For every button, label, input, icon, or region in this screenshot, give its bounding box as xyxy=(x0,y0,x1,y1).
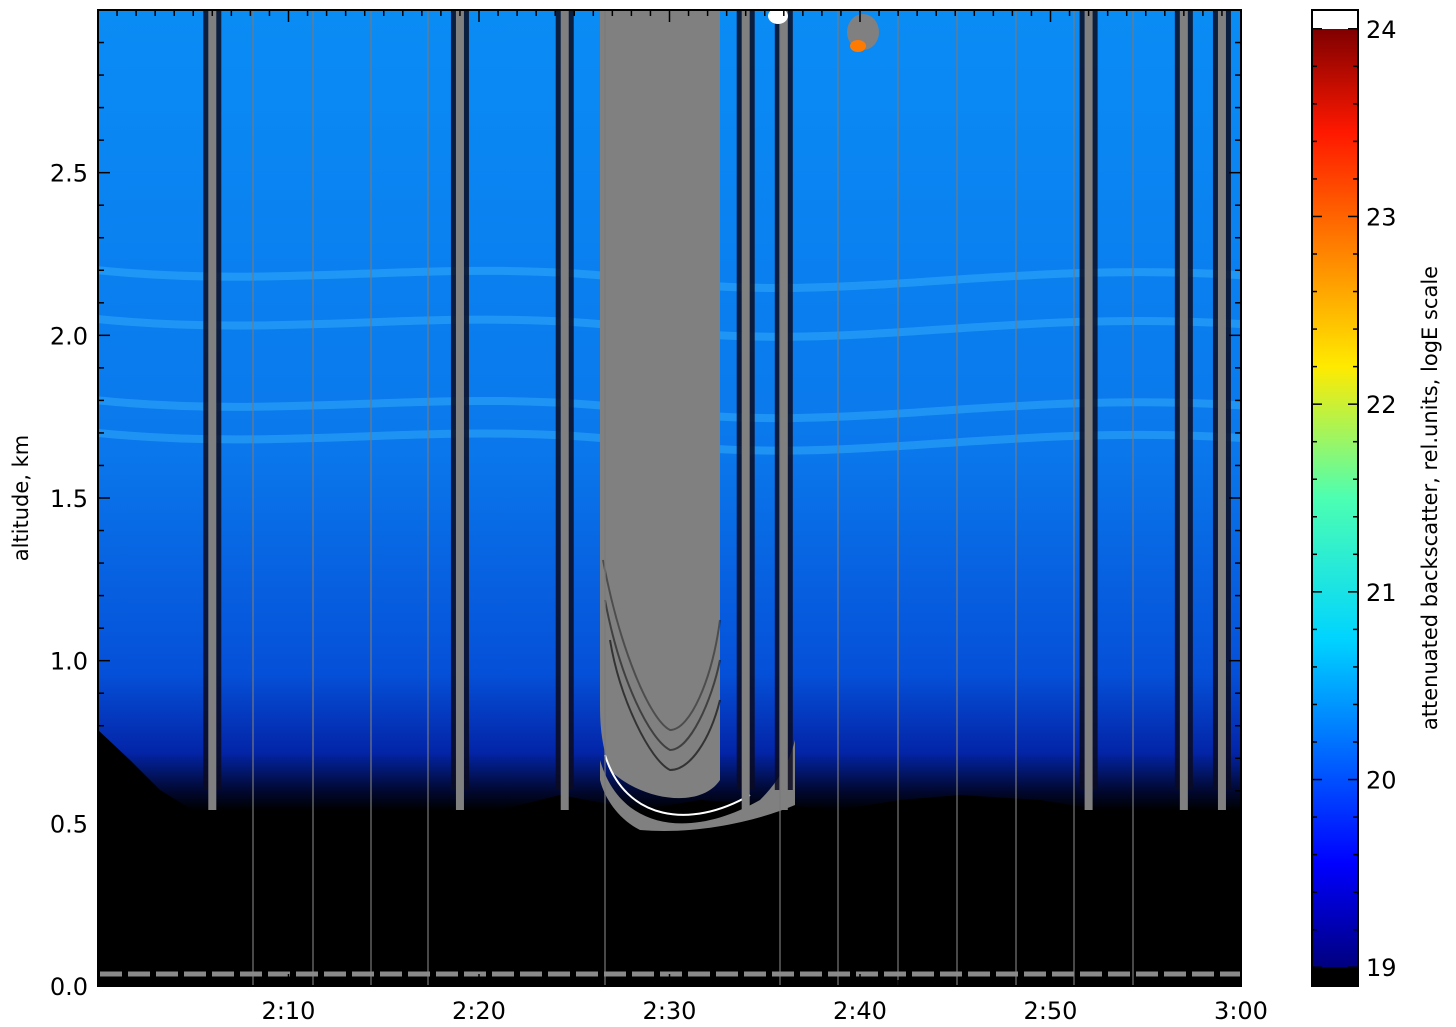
colorbar-ticks: 19 20 21 22 23 24 xyxy=(1312,16,1397,982)
colorbar-under-band xyxy=(1312,967,1358,986)
colorbar-tick-label: 23 xyxy=(1366,203,1397,231)
colorbar-label: attenuated backscatter, rel.units, logE … xyxy=(1418,266,1442,730)
x-tick-label: 2:30 xyxy=(643,997,697,1025)
colorbar-tick-label: 22 xyxy=(1366,391,1397,419)
saturated-column xyxy=(774,10,793,810)
y-tick-label: 2.0 xyxy=(50,322,88,350)
saturated-column xyxy=(736,10,755,810)
x-axis: 2:10 2:20 2:30 2:40 2:50 3:00 xyxy=(116,10,1268,1025)
x-tick-label: 3:00 xyxy=(1214,997,1268,1025)
saturated-column xyxy=(1079,10,1098,810)
y-axis-label: altitude, km xyxy=(9,435,33,562)
x-tick-label: 2:10 xyxy=(262,997,316,1025)
colorbar-tick-label: 24 xyxy=(1366,16,1397,44)
colorbar: 19 20 21 22 23 24 attenuated backscatter, rel… xyxy=(1311,9,1442,987)
saturated-column xyxy=(555,10,574,810)
x-tick-label: 2:40 xyxy=(833,997,887,1025)
y-tick-label: 1.5 xyxy=(50,485,88,513)
y-tick-label: 0.0 xyxy=(50,973,88,1001)
colorbar-tick-label: 19 xyxy=(1366,954,1397,982)
saturated-column xyxy=(450,10,469,810)
saturated-column xyxy=(1174,10,1193,810)
saturated-column xyxy=(203,10,222,810)
heatmap-area xyxy=(98,10,1241,986)
colorbar-tick-label: 20 xyxy=(1366,767,1397,795)
y-axis: 0.0 0.5 1.0 1.5 2.0 2.5 xyxy=(50,41,1241,1001)
colorbar-tick-label: 21 xyxy=(1366,579,1397,607)
colorbar-gradient xyxy=(1312,29,1358,967)
x-tick-label: 2:50 xyxy=(1024,997,1078,1025)
saturated-columns xyxy=(203,10,1231,810)
colorbar-frame xyxy=(1311,9,1359,987)
y-tick-label: 2.5 xyxy=(50,160,88,188)
x-tick-label: 2:20 xyxy=(452,997,506,1025)
y-tick-label: 0.5 xyxy=(50,810,88,838)
colorbar-over-band xyxy=(1312,10,1358,29)
y-tick-label: 1.0 xyxy=(50,648,88,676)
cloud-base-boundary xyxy=(98,730,1241,986)
saturated-column xyxy=(1212,10,1231,810)
profile-gap-lines xyxy=(252,10,1134,986)
upper-cloud-spot xyxy=(768,10,879,52)
